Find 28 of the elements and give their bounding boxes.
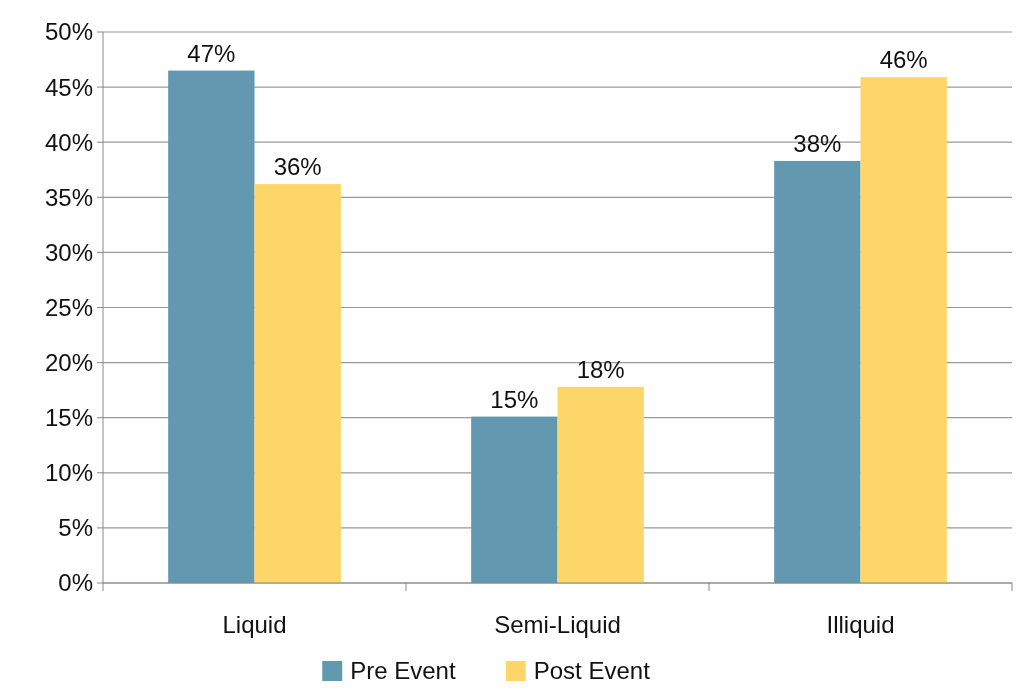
y-tick-label: 25%: [44, 293, 93, 321]
legend-label: Pre Event: [350, 657, 456, 685]
bar: [774, 160, 861, 583]
y-tick-label: 5%: [58, 514, 93, 542]
data-label: 15%: [490, 385, 539, 413]
data-label: 18%: [576, 355, 625, 383]
y-tick-label: 45%: [44, 73, 93, 101]
bar: [168, 70, 255, 583]
y-tick-label: 20%: [44, 349, 93, 376]
y-tick-label: 0%: [58, 569, 93, 597]
bar: [860, 77, 947, 583]
y-tick-label: 40%: [44, 128, 93, 156]
x-tick-label: Illiquid: [826, 611, 895, 638]
bar: [254, 184, 341, 583]
bar: [471, 416, 558, 583]
x-tick-label: Liquid: [222, 611, 287, 638]
bar: [557, 386, 644, 583]
legend-label: Post Event: [533, 657, 651, 685]
x-tick-label: Semi-Liquid: [494, 611, 621, 638]
data-label: 47%: [187, 39, 236, 67]
y-tick-label: 10%: [44, 459, 93, 487]
data-label: 36%: [273, 153, 322, 181]
y-tick-label: 35%: [44, 183, 93, 211]
y-tick-label: 50%: [44, 18, 93, 46]
y-tick-label: 15%: [44, 404, 93, 432]
data-label: 38%: [793, 129, 842, 157]
y-tick-label: 30%: [44, 238, 93, 266]
data-label: 46%: [879, 46, 928, 74]
